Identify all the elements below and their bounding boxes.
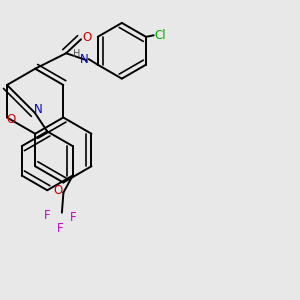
- Text: O: O: [82, 31, 91, 44]
- Text: O: O: [6, 113, 15, 127]
- Text: Cl: Cl: [155, 29, 166, 42]
- Text: F: F: [70, 211, 77, 224]
- Text: F: F: [57, 222, 64, 235]
- Text: F: F: [44, 209, 50, 222]
- Text: H: H: [73, 50, 81, 59]
- Text: O: O: [54, 184, 63, 196]
- Text: N: N: [80, 53, 88, 66]
- Text: N: N: [34, 103, 43, 116]
